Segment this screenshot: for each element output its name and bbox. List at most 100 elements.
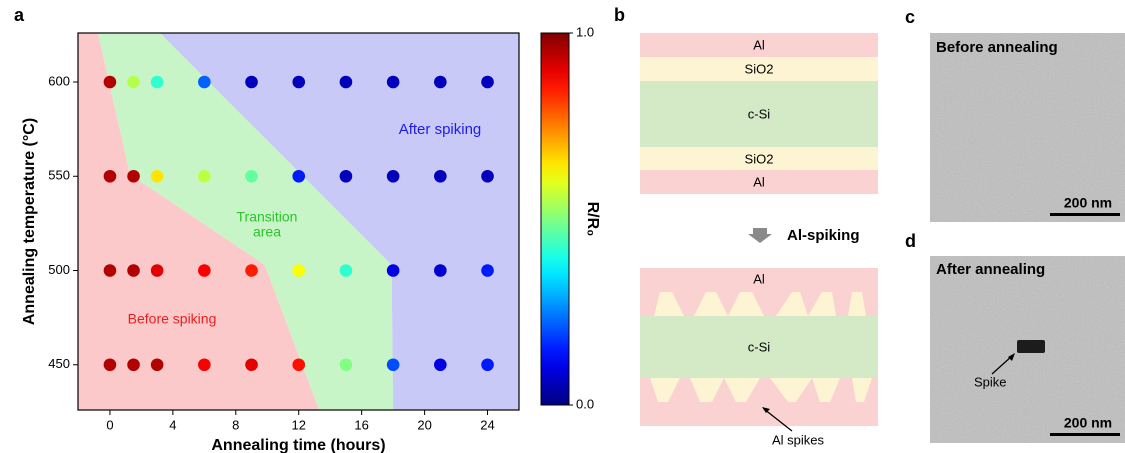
colorbar (540, 32, 570, 406)
panel-label: d (905, 231, 916, 251)
colorbar-tick-label: 0.0 (576, 396, 594, 411)
point (103, 264, 117, 277)
pointer-head (762, 407, 770, 413)
y-tick-label: 450 (48, 356, 70, 371)
x-tick-label: 4 (169, 417, 176, 432)
y-tick-label: 500 (48, 262, 70, 277)
annotation: Spike (974, 374, 1007, 389)
layer (640, 81, 878, 147)
point (481, 358, 494, 372)
annotation: Al spikes (772, 432, 825, 447)
point (150, 75, 164, 89)
point (150, 264, 164, 277)
point (339, 169, 353, 183)
point (434, 75, 447, 89)
y-axis-label: Annealing temperature (°C) (21, 118, 38, 325)
layer (640, 402, 878, 426)
x-tick-label: 8 (232, 417, 239, 432)
point (339, 264, 353, 277)
layer (640, 57, 878, 81)
pointer (763, 408, 793, 432)
panel-d: d After annealing Spike 200 nm (905, 231, 1125, 443)
point (150, 358, 164, 372)
spike (1017, 340, 1045, 353)
y-tick-label: 550 (48, 168, 70, 183)
point (245, 169, 258, 183)
point (127, 75, 140, 89)
pointer (991, 355, 1013, 375)
point (481, 75, 494, 89)
panel-label: a (14, 5, 25, 25)
point (103, 358, 117, 372)
colorbar-tick-label: 1.0 (576, 24, 594, 39)
scale-label: 200 nm (1064, 415, 1112, 431)
x-axis-label: Annealing time (hours) (211, 437, 385, 453)
annotation: Transition (237, 209, 298, 225)
point (198, 169, 211, 183)
layer (640, 147, 878, 170)
x-tick-label: 24 (480, 417, 494, 432)
y-tick-label: 600 (48, 73, 70, 88)
point (292, 169, 306, 183)
layer (640, 170, 878, 194)
point (434, 264, 447, 277)
spikes-top (640, 292, 878, 316)
point (292, 358, 306, 372)
image-title: After annealing (936, 261, 1045, 278)
x-tick-label: 20 (417, 417, 431, 432)
point (339, 358, 353, 372)
point (245, 75, 258, 89)
colorbar-label: R/R₀ (584, 202, 601, 237)
sem-texture (930, 33, 1125, 222)
point (434, 358, 447, 372)
layer-label: c-Si (748, 106, 771, 121)
x-tick-label: 12 (292, 417, 306, 432)
point (292, 264, 306, 277)
annotation: area (253, 224, 281, 240)
panel-label: b (614, 5, 625, 25)
pointer-head (1008, 353, 1015, 361)
point (198, 358, 211, 372)
region (78, 33, 320, 410)
point (150, 169, 164, 183)
point (103, 169, 117, 183)
point (127, 358, 140, 372)
point (245, 264, 258, 277)
x-tick-label: 0 (106, 417, 113, 432)
point (339, 75, 353, 89)
point (386, 358, 400, 372)
process-arrow (748, 228, 772, 243)
point (127, 169, 140, 183)
scale-bar (1050, 433, 1120, 436)
point (198, 264, 211, 277)
layer-label: Al (753, 37, 765, 52)
point (198, 75, 211, 89)
layer (640, 316, 878, 378)
panel-label: c (905, 7, 915, 27)
region (97, 33, 394, 410)
point (481, 169, 494, 183)
panel-c: c Before annealing 200 nm (905, 7, 1125, 222)
layer-label: Al (753, 174, 765, 189)
layer-label: c-Si (748, 339, 771, 354)
scale-label: 200 nm (1064, 195, 1112, 211)
annotation: Before spiking (128, 311, 217, 327)
annotation: After spiking (399, 121, 482, 138)
layer-label: SiO2 (745, 61, 774, 76)
panel-b: b Al SiO2 c-Si SiO2 Al Al-spiking (614, 5, 878, 447)
spikes-bottom (640, 378, 878, 402)
region (159, 33, 519, 410)
layer (640, 268, 878, 292)
point (386, 75, 400, 89)
point (481, 264, 494, 277)
x-tick-label: 16 (354, 417, 368, 432)
point (245, 358, 258, 372)
point (103, 75, 117, 89)
scale-bar (1050, 213, 1120, 216)
layer-label: SiO2 (745, 151, 774, 166)
process-label: Al-spiking (787, 227, 860, 244)
point (127, 264, 140, 277)
point (386, 169, 400, 183)
